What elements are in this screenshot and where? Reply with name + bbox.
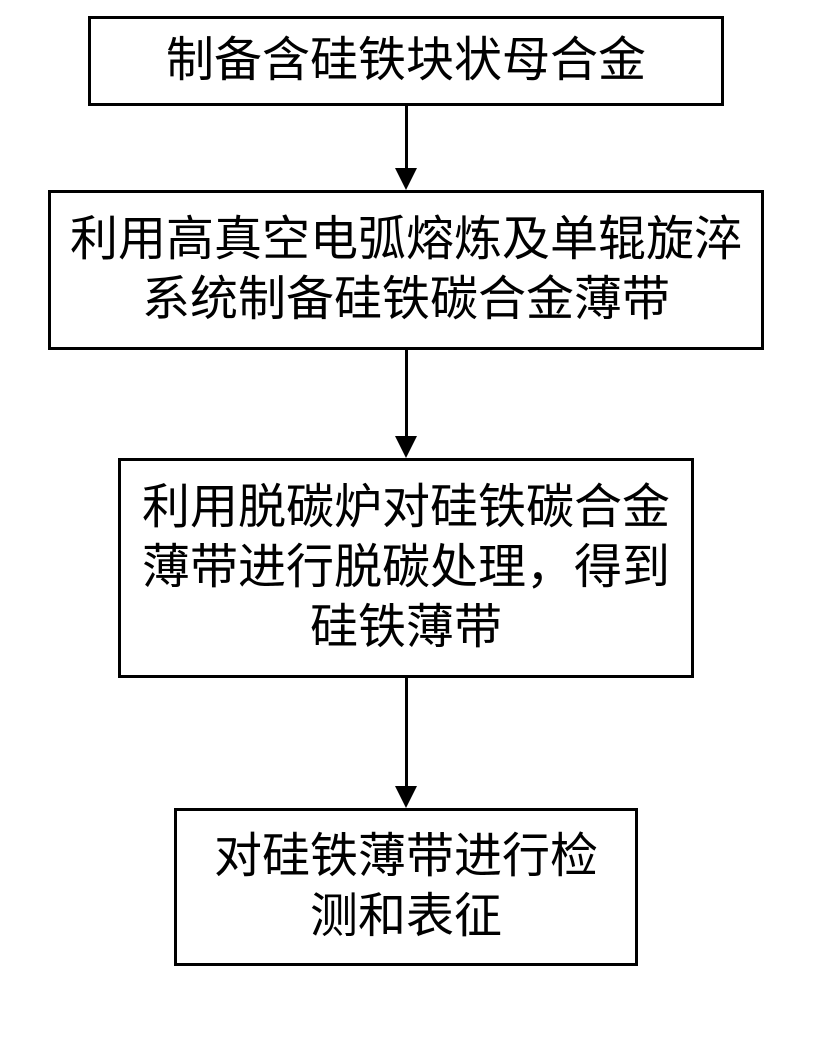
step-2-text: 利用高真空电弧熔炼及单辊旋淬系统制备硅铁碳合金薄带 [67,210,745,330]
step-4-box: 对硅铁薄带进行检测和表征 [174,808,638,966]
step-1-text: 制备含硅铁块状母合金 [107,31,705,91]
arrow-1-line [405,106,408,168]
step-3-text: 利用脱碳炉对硅铁碳合金薄带进行脱碳处理，得到硅铁薄带 [137,478,675,658]
arrow-3-head [395,786,417,808]
step-2-box: 利用高真空电弧熔炼及单辊旋淬系统制备硅铁碳合金薄带 [48,190,764,350]
step-1-box: 制备含硅铁块状母合金 [88,16,724,106]
arrow-1-head [395,168,417,190]
arrow-3-line [405,678,408,786]
arrow-2-head [395,436,417,458]
step-4-text: 对硅铁薄带进行检测和表征 [193,827,619,947]
flowchart-canvas: 制备含硅铁块状母合金 利用高真空电弧熔炼及单辊旋淬系统制备硅铁碳合金薄带 利用脱… [0,0,819,1051]
step-3-box: 利用脱碳炉对硅铁碳合金薄带进行脱碳处理，得到硅铁薄带 [118,458,694,678]
arrow-2-line [405,350,408,436]
